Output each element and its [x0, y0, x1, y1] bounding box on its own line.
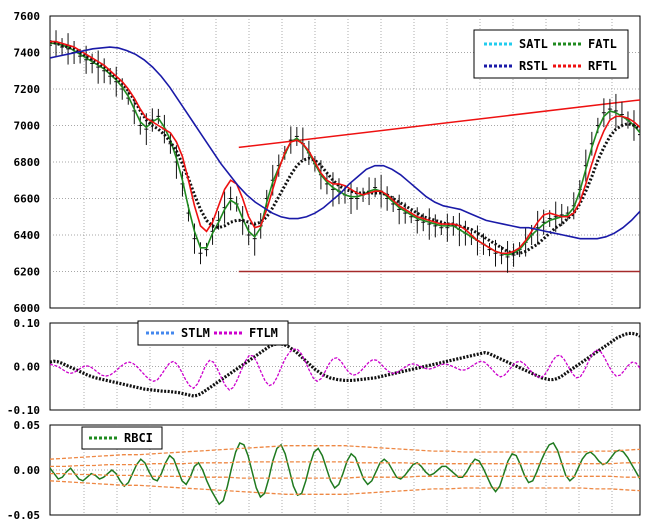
- y-tick-label: 0.05: [14, 419, 41, 432]
- series-envelope-2: [50, 461, 640, 468]
- tick-labels: 7600 7400 7200 7000 6800 6600 6400 6200 6000 0.10…: [7, 10, 40, 521]
- series-envelope-3: [50, 472, 640, 479]
- y-tick-label: 7200: [14, 83, 41, 96]
- legend-label-satl: SATL: [519, 37, 548, 51]
- price-legend: SATL FATL RSTL RFTL: [473, 29, 629, 79]
- price-legend-box: [473, 29, 629, 79]
- legend-label-rstl: RSTL: [519, 59, 548, 73]
- y-tick-label: 0.10: [14, 317, 41, 330]
- series-envelope-1: [50, 445, 640, 460]
- rbci-legend-box: [81, 426, 163, 450]
- series-rbci: [50, 442, 640, 506]
- y-tick-label: 7600: [14, 10, 41, 23]
- y-tick-label: 7400: [14, 47, 41, 60]
- momentum-plot: [50, 331, 640, 398]
- legend-label-rftl: RFTL: [588, 59, 617, 73]
- y-tick-label: 6000: [14, 302, 41, 315]
- legend-label-rbci: RBCI: [124, 431, 153, 445]
- series-stlm: [50, 331, 640, 398]
- y-tick-label: -0.10: [7, 404, 40, 417]
- series-ftlm: [50, 348, 640, 391]
- y-tick-label: 6200: [14, 266, 41, 279]
- series-envelope-4: [50, 480, 640, 495]
- y-tick-label: 7000: [14, 120, 41, 133]
- legend-label-stlm: STLM: [181, 326, 210, 340]
- momentum-legend: STLM FTLM: [137, 320, 289, 346]
- rbci-legend: RBCI: [81, 426, 163, 450]
- series-rftl: [50, 40, 640, 255]
- legend-label-ftlm: FTLM: [249, 326, 278, 340]
- rbci-plot: [50, 442, 640, 506]
- y-tick-label: -0.05: [7, 509, 40, 521]
- legend-label-fatl: FATL: [588, 37, 617, 51]
- trend-line: [238, 99, 640, 149]
- series-fatl: [50, 42, 640, 256]
- y-tick-label: 6400: [14, 229, 41, 242]
- y-tick-label: 0.00: [14, 464, 41, 477]
- series-rstl: [50, 46, 640, 240]
- y-tick-label: 0.00: [14, 361, 41, 374]
- y-tick-label: 6800: [14, 156, 41, 169]
- price-plot: [50, 30, 640, 273]
- y-tick-label: 6600: [14, 193, 41, 206]
